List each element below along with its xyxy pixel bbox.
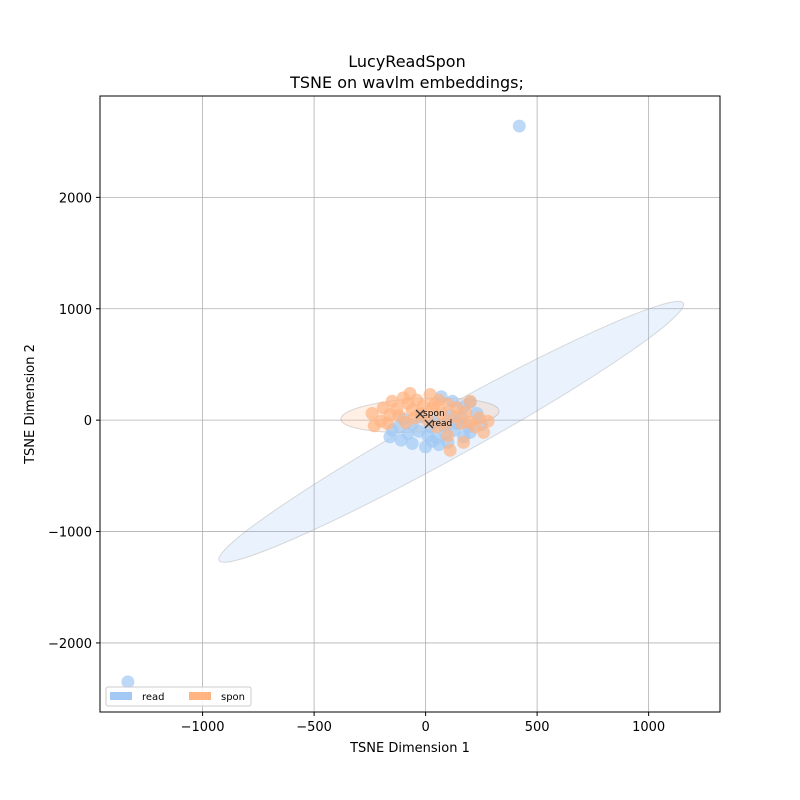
spon-series: [365, 386, 495, 457]
spon-point: [392, 409, 406, 423]
y-axis: −2000 −1000 0 1000 2000: [48, 191, 100, 652]
spon-centroid-marker: [415, 409, 425, 419]
x-axis-label: TSNE Dimension 1: [349, 741, 470, 756]
y-tick-label: 2000: [59, 191, 92, 206]
spon-point: [463, 394, 477, 408]
chart-title-line1: LucyReadSpon: [348, 52, 465, 71]
legend-label-spon: spon: [221, 692, 245, 703]
read-centroid: read: [424, 419, 452, 429]
legend-swatch-spon: [189, 692, 211, 700]
spon-point: [459, 405, 473, 419]
spon-point: [481, 414, 495, 428]
spon-point: [428, 398, 442, 412]
y-axis-label: TSNE Dimension 2: [23, 344, 38, 465]
spon-centroid-label: spon: [423, 409, 445, 419]
x-axis: −1000 −500 0 500 1000: [181, 712, 665, 735]
x-tick-label: −1000: [181, 720, 225, 735]
read-centroid-label: read: [432, 419, 452, 429]
spon-point: [365, 406, 379, 420]
spon-point: [457, 435, 471, 449]
legend: read spon: [105, 686, 252, 707]
plot-frame: [99, 95, 721, 713]
x-tick-label: 0: [421, 720, 429, 735]
read-centroid-marker: [424, 419, 434, 429]
chart-title-line2: TSNE on wavlm embeddings;: [289, 73, 524, 92]
read-point: [425, 434, 439, 448]
legend-box: [105, 686, 252, 707]
legend-swatch-read: [110, 692, 132, 700]
y-tick-label: −1000: [48, 526, 92, 541]
spon-point: [463, 415, 477, 429]
y-tick-label: 1000: [59, 303, 92, 318]
y-tick-label: −2000: [48, 637, 92, 652]
spon-point: [443, 443, 457, 457]
x-tick-label: −500: [296, 720, 332, 735]
read-point: [405, 437, 419, 451]
x-tick-label: 500: [525, 720, 550, 735]
spon-point: [434, 406, 448, 420]
title: LucyReadSpon TSNE on wavlm embeddings;: [289, 52, 524, 92]
spon-point: [405, 403, 419, 417]
spon-point: [416, 399, 430, 413]
y-tick-label: 0: [84, 414, 92, 429]
read-point: [512, 119, 526, 133]
spon-point: [441, 429, 455, 443]
spon-centroid: spon: [415, 409, 445, 419]
spon-point: [439, 416, 453, 430]
legend-label-read: read: [142, 692, 165, 703]
x-tick-label: 1000: [632, 720, 665, 735]
grid: [100, 96, 720, 712]
read-point: [121, 675, 135, 689]
spon-point: [381, 416, 395, 430]
